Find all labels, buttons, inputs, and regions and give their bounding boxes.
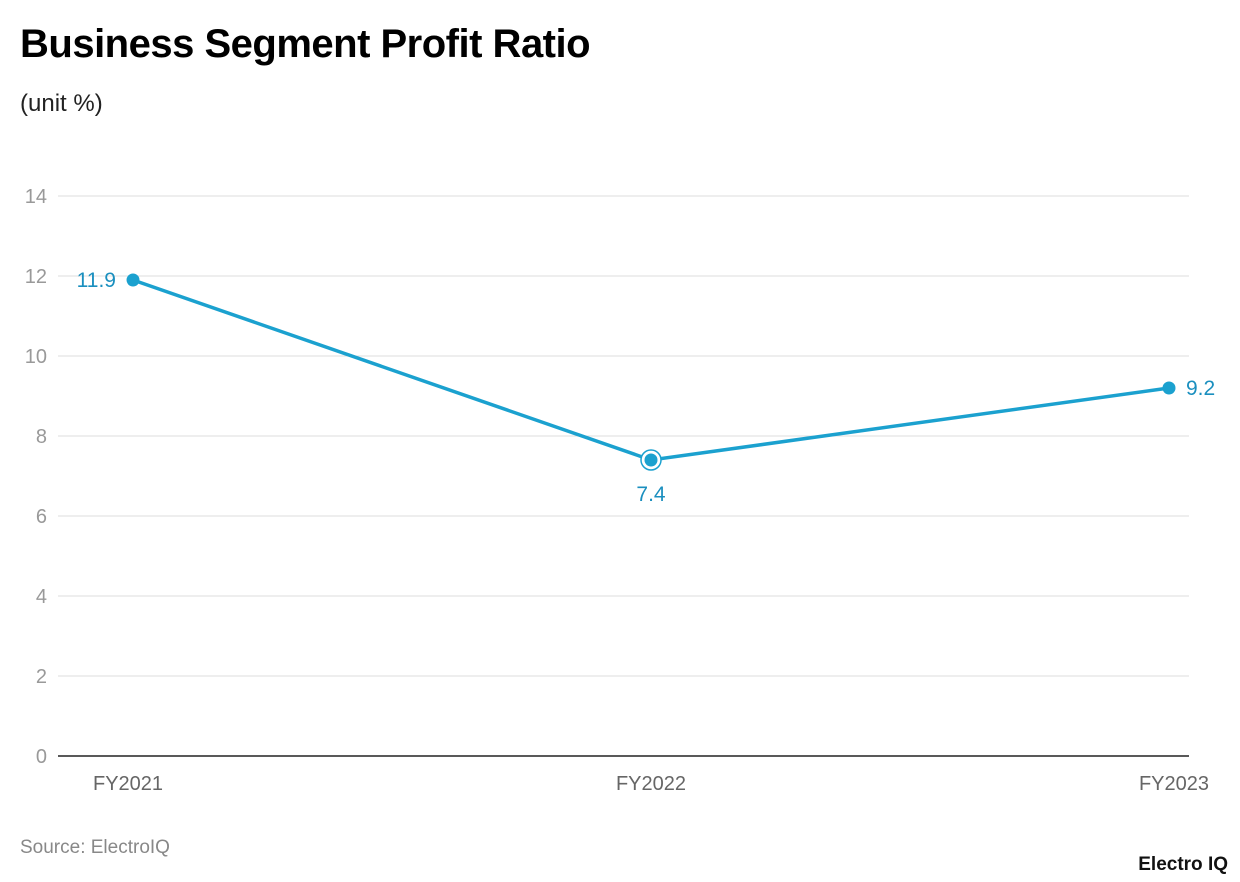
data-label: 7.4 [636, 483, 666, 506]
x-tick-label: FY2022 [616, 773, 686, 795]
data-label: 9.2 [1186, 377, 1215, 400]
data-point [644, 453, 658, 467]
data-label: 11.9 [77, 269, 116, 292]
series-line [132, 278, 1170, 462]
x-tick-label: FY2023 [1139, 773, 1209, 795]
x-tick-label: FY2021 [93, 773, 163, 795]
y-tick-label: 10 [25, 346, 47, 368]
y-tick-label: 2 [36, 666, 47, 688]
data-point [126, 273, 140, 287]
y-tick-label: 8 [36, 426, 47, 448]
electroiq-logo: Electro IQ [1138, 854, 1228, 875]
y-tick-label: 4 [36, 586, 47, 608]
chart-title: Business Segment Profit Ratio [20, 22, 591, 66]
source-note: Source: ElectroIQ [20, 837, 170, 858]
y-tick-label: 12 [25, 266, 47, 288]
y-tick-label: 0 [36, 746, 47, 768]
y-tick-label: 6 [36, 506, 47, 528]
data-point [1162, 381, 1176, 395]
y-tick-label: 14 [25, 186, 47, 208]
chart-subtitle: (unit %) [20, 90, 103, 117]
